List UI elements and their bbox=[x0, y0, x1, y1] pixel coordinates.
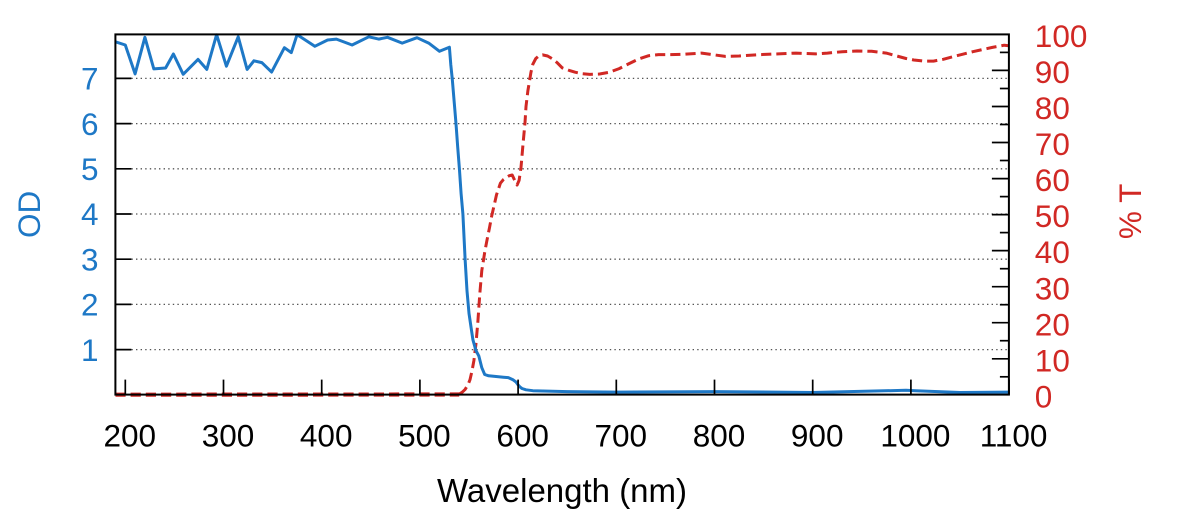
svg-text:40: 40 bbox=[1035, 234, 1070, 270]
svg-text:300: 300 bbox=[202, 418, 255, 454]
svg-text:700: 700 bbox=[595, 418, 648, 454]
svg-text:800: 800 bbox=[693, 418, 746, 454]
svg-text:Wavelength (nm): Wavelength (nm) bbox=[437, 472, 687, 509]
svg-text:900: 900 bbox=[791, 418, 844, 454]
svg-text:7: 7 bbox=[81, 61, 99, 97]
svg-text:3: 3 bbox=[81, 241, 99, 277]
svg-text:% T: % T bbox=[1112, 184, 1148, 239]
svg-text:5: 5 bbox=[81, 151, 99, 187]
svg-text:1100: 1100 bbox=[980, 418, 1048, 454]
svg-text:500: 500 bbox=[398, 418, 451, 454]
svg-text:6: 6 bbox=[81, 106, 99, 142]
svg-text:2: 2 bbox=[81, 287, 99, 323]
svg-text:20: 20 bbox=[1035, 306, 1070, 342]
svg-text:10: 10 bbox=[1035, 342, 1070, 378]
svg-text:80: 80 bbox=[1035, 90, 1070, 126]
svg-text:30: 30 bbox=[1035, 270, 1070, 306]
svg-text:600: 600 bbox=[496, 418, 549, 454]
svg-text:200: 200 bbox=[104, 418, 157, 454]
svg-text:90: 90 bbox=[1035, 54, 1070, 90]
svg-text:100: 100 bbox=[1035, 18, 1088, 54]
svg-text:60: 60 bbox=[1035, 162, 1070, 198]
svg-text:4: 4 bbox=[81, 196, 99, 232]
svg-text:0: 0 bbox=[1035, 378, 1053, 414]
svg-text:1000: 1000 bbox=[880, 418, 950, 454]
svg-text:1: 1 bbox=[81, 332, 99, 368]
svg-text:70: 70 bbox=[1035, 126, 1070, 162]
svg-text:50: 50 bbox=[1035, 198, 1070, 234]
svg-text:OD: OD bbox=[11, 191, 47, 238]
svg-text:400: 400 bbox=[300, 418, 353, 454]
